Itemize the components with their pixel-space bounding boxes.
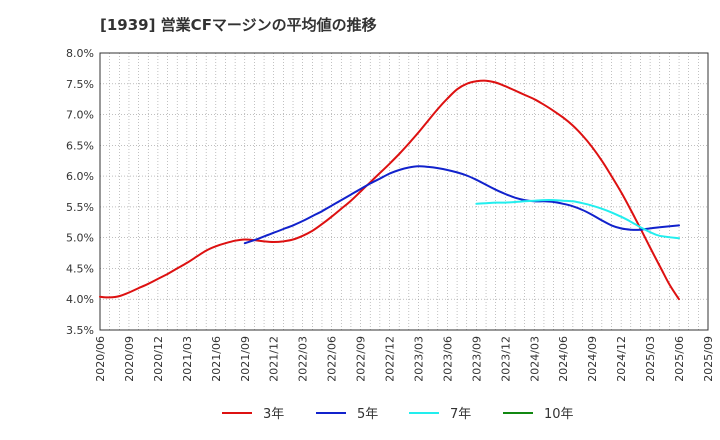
x-tick-label: 2021/03 (181, 336, 194, 382)
x-tick-label: 2023/12 (499, 336, 512, 382)
x-tick-label: 2023/06 (441, 336, 454, 382)
x-tick-label: 2024/03 (528, 336, 541, 382)
x-tick-label: 2022/09 (355, 336, 368, 382)
x-tick-label: 2020/06 (94, 336, 107, 382)
x-tick-label: 2024/12 (615, 336, 628, 382)
legend: 3年 5年 7年 10年 (222, 407, 574, 422)
x-tick-label: 2023/03 (412, 336, 425, 382)
grid (100, 53, 708, 330)
y-tick-label: 8.0% (66, 47, 94, 60)
x-tick-label: 2022/06 (326, 336, 339, 382)
y-tick-label: 5.0% (66, 232, 94, 245)
x-tick-label: 2025/03 (644, 336, 657, 382)
y-axis: 8.0% 7.5% 7.0% 6.5% 6.0% 5.5% 5.0% 4.5% 4.0% 3.5% (66, 47, 94, 337)
x-tick-label: 2022/03 (297, 336, 310, 382)
y-tick-label: 4.0% (66, 293, 94, 306)
x-tick-label: 2025/06 (673, 336, 686, 382)
x-tick-label: 2020/09 (123, 336, 136, 382)
series-line-3年 (99, 79, 680, 301)
legend-label: 5年 (357, 407, 378, 422)
x-tick-label: 2024/09 (586, 336, 599, 382)
x-tick-label: 2021/06 (210, 336, 223, 382)
x-axis: 2020/06 2020/09 2020/12 2021/03 2021/06 2021/… (94, 336, 715, 382)
x-tick-label: 2025/09 (702, 336, 715, 382)
x-tick-label: 2021/12 (268, 336, 281, 382)
x-tick-label: 2022/12 (384, 336, 397, 382)
y-tick-label: 7.0% (66, 109, 94, 122)
x-tick-label: 2024/06 (557, 336, 570, 382)
x-tick-label: 2020/12 (152, 336, 165, 382)
series-lines (99, 79, 680, 301)
y-tick-label: 6.5% (66, 139, 94, 152)
series-line-5年 (243, 165, 680, 245)
y-tick-label: 7.5% (66, 78, 94, 91)
x-tick-label: 2021/09 (239, 336, 252, 382)
series-line-7年 (475, 199, 680, 240)
legend-label: 7年 (450, 407, 471, 422)
y-tick-label: 4.5% (66, 262, 94, 275)
chart-title: [1939] 営業CFマージンの平均値の推移 (100, 16, 377, 34)
legend-label: 3年 (263, 407, 284, 422)
y-tick-label: 6.0% (66, 170, 94, 183)
plot-area (99, 52, 709, 331)
x-tick-label: 2023/09 (470, 336, 483, 382)
legend-label: 10年 (544, 407, 574, 422)
y-tick-label: 5.5% (66, 201, 94, 214)
y-tick-label: 3.5% (66, 324, 94, 337)
